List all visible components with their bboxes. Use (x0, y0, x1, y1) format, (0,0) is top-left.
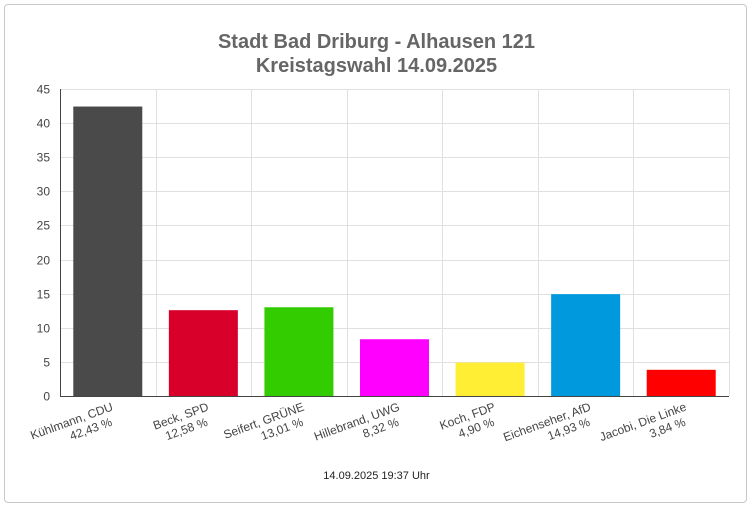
bars (73, 106, 716, 396)
y-tick-label: 45 (37, 83, 51, 97)
bar (168, 310, 238, 396)
y-tick-label: 5 (43, 356, 50, 370)
y-axis: 0 5 10 15 20 25 30 35 40 45 (37, 83, 61, 404)
y-tick-label: 20 (37, 254, 51, 268)
y-tick-label: 30 (37, 185, 51, 199)
y-tick-label: 25 (37, 219, 51, 233)
y-tick-label: 15 (37, 288, 51, 302)
chart-title: Stadt Bad Driburg - Alhausen 121 (217, 31, 536, 53)
bar (455, 362, 525, 396)
y-tick-label: 35 (37, 151, 51, 165)
bar (646, 369, 716, 396)
timestamp: 14.09.2025 19:37 Uhr (323, 470, 430, 482)
grid-lines (60, 89, 730, 397)
bar (360, 339, 429, 396)
bar (551, 294, 621, 396)
y-tick-label: 0 (43, 390, 50, 404)
bar (73, 106, 143, 396)
bar (264, 307, 334, 396)
y-tick-label: 10 (37, 322, 51, 336)
chart-subtitle: Kreistagswahl 14.09.2025 (255, 55, 498, 77)
y-tick-label: 40 (37, 117, 51, 131)
